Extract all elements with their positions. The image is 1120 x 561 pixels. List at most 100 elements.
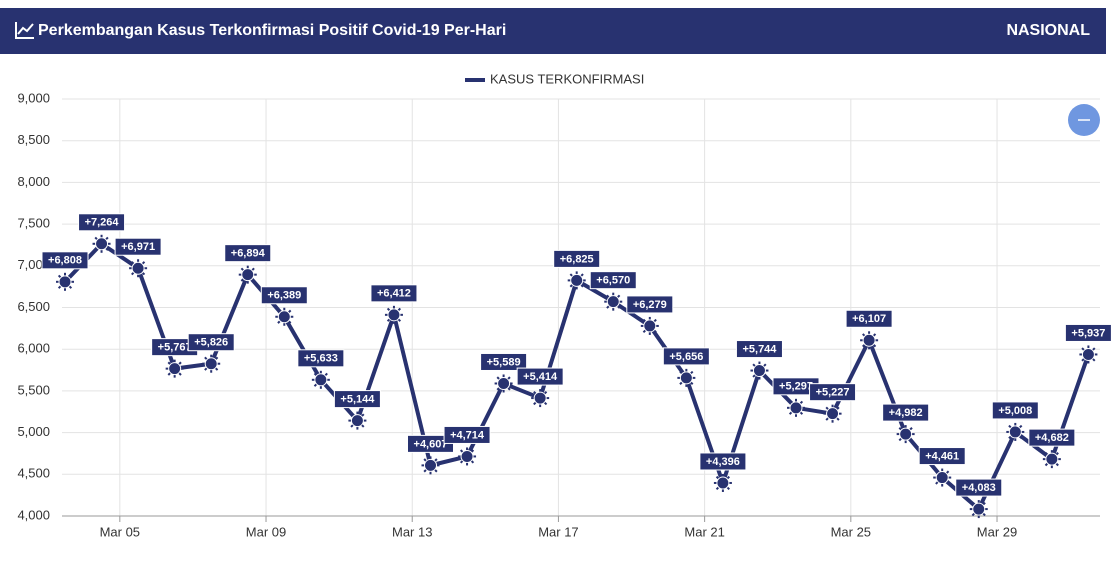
value-label-box <box>78 213 126 232</box>
value-label-box <box>1064 323 1112 342</box>
marker-body <box>95 237 109 251</box>
marker-body <box>460 449 474 463</box>
value-label: +5,744 <box>742 343 777 355</box>
virus-marker <box>969 500 988 519</box>
virus-marker <box>384 305 403 324</box>
value-label: +4,461 <box>925 450 959 462</box>
value-label: +4,714 <box>450 429 485 441</box>
y-tick-label: 5,500 <box>17 382 50 397</box>
virus-marker <box>933 468 952 487</box>
marker-body <box>716 476 730 490</box>
value-label-box <box>370 284 418 303</box>
marker-body <box>58 275 72 289</box>
x-tick-label: Mar 25 <box>831 524 871 539</box>
value-label-box <box>955 478 1003 497</box>
virus-marker <box>458 447 477 466</box>
x-tick-label: Mar 13 <box>392 524 432 539</box>
virus-marker <box>1042 450 1061 469</box>
marker-body <box>643 319 657 333</box>
value-label-box <box>516 367 564 386</box>
marker-body <box>789 401 803 415</box>
y-tick-label: 4,000 <box>17 507 50 522</box>
value-label-box <box>553 249 601 268</box>
header-bar <box>0 8 1106 54</box>
y-tick-label: 6,000 <box>17 341 50 356</box>
value-label-box <box>845 309 893 328</box>
marker-body <box>752 364 766 378</box>
marker-body <box>935 471 949 485</box>
value-label-box <box>480 352 528 371</box>
marker-body <box>241 268 255 282</box>
marker-body <box>972 502 986 516</box>
value-label: +6,570 <box>596 275 630 287</box>
virus-marker <box>640 316 659 335</box>
value-label-box <box>260 286 308 305</box>
marker-body <box>387 308 401 322</box>
value-label-box <box>443 425 491 444</box>
value-label: +5,589 <box>487 356 521 368</box>
legend-label: KASUS TERKONFIRMASI <box>490 71 644 86</box>
virus-marker <box>165 359 184 378</box>
value-label-box <box>224 244 272 263</box>
y-tick-label: 8,500 <box>17 132 50 147</box>
value-label: +6,825 <box>560 253 594 265</box>
y-tick-label: 8,000 <box>17 174 50 189</box>
collapse-button[interactable] <box>1068 104 1100 136</box>
value-label-box <box>809 383 857 402</box>
marker-body <box>826 407 840 421</box>
virus-marker <box>348 411 367 430</box>
virus-marker <box>713 473 732 492</box>
value-label: +5,144 <box>340 393 375 405</box>
marker-body <box>168 362 182 376</box>
marker-body <box>277 310 291 324</box>
virus-marker <box>750 361 769 380</box>
chart-icon <box>15 22 34 39</box>
marker-body <box>497 376 511 390</box>
value-label-box <box>991 401 1039 420</box>
virus-marker <box>677 368 696 387</box>
value-label-box <box>1028 428 1076 447</box>
value-label: +5,297 <box>779 381 813 393</box>
virus-marker <box>860 331 879 350</box>
value-label: +6,894 <box>231 248 266 260</box>
x-tick-label: Mar 05 <box>100 524 140 539</box>
virus-marker <box>1079 345 1098 364</box>
value-label: +6,808 <box>48 255 82 267</box>
virus-marker <box>129 259 148 278</box>
value-label: +4,396 <box>706 456 740 468</box>
value-label: +6,971 <box>121 241 155 253</box>
value-label: +5,414 <box>523 371 558 383</box>
value-label-box <box>626 295 674 314</box>
virus-marker <box>92 234 111 253</box>
virus-marker <box>896 425 915 444</box>
value-label: +6,279 <box>633 299 667 311</box>
value-label: +5,767 <box>158 342 192 354</box>
marker-body <box>131 261 145 275</box>
value-label: +7,264 <box>85 217 120 229</box>
value-label-box <box>735 340 783 359</box>
value-label: +5,656 <box>669 351 703 363</box>
value-label: +5,826 <box>194 337 228 349</box>
x-tick-label: Mar 29 <box>977 524 1017 539</box>
value-label: +6,389 <box>267 290 301 302</box>
virus-marker <box>238 265 257 284</box>
header-region: NASIONAL <box>1006 22 1090 39</box>
virus-marker <box>604 292 623 311</box>
value-label-box <box>882 403 930 422</box>
virus-marker <box>567 271 586 290</box>
y-tick-label: 9,000 <box>17 90 50 105</box>
y-tick-label: 4,500 <box>17 466 50 481</box>
value-label-box <box>589 271 637 290</box>
y-tick-label: 5,000 <box>17 424 50 439</box>
y-tick-label: 6,500 <box>17 299 50 314</box>
value-label-box <box>187 333 235 352</box>
marker-body <box>862 333 876 347</box>
marker-body <box>350 414 364 428</box>
x-tick-label: Mar 09 <box>246 524 286 539</box>
value-label: +4,607 <box>414 438 448 450</box>
virus-marker <box>823 404 842 423</box>
value-label-box <box>297 349 345 368</box>
virus-marker <box>1006 422 1025 441</box>
value-label-box <box>114 237 162 256</box>
